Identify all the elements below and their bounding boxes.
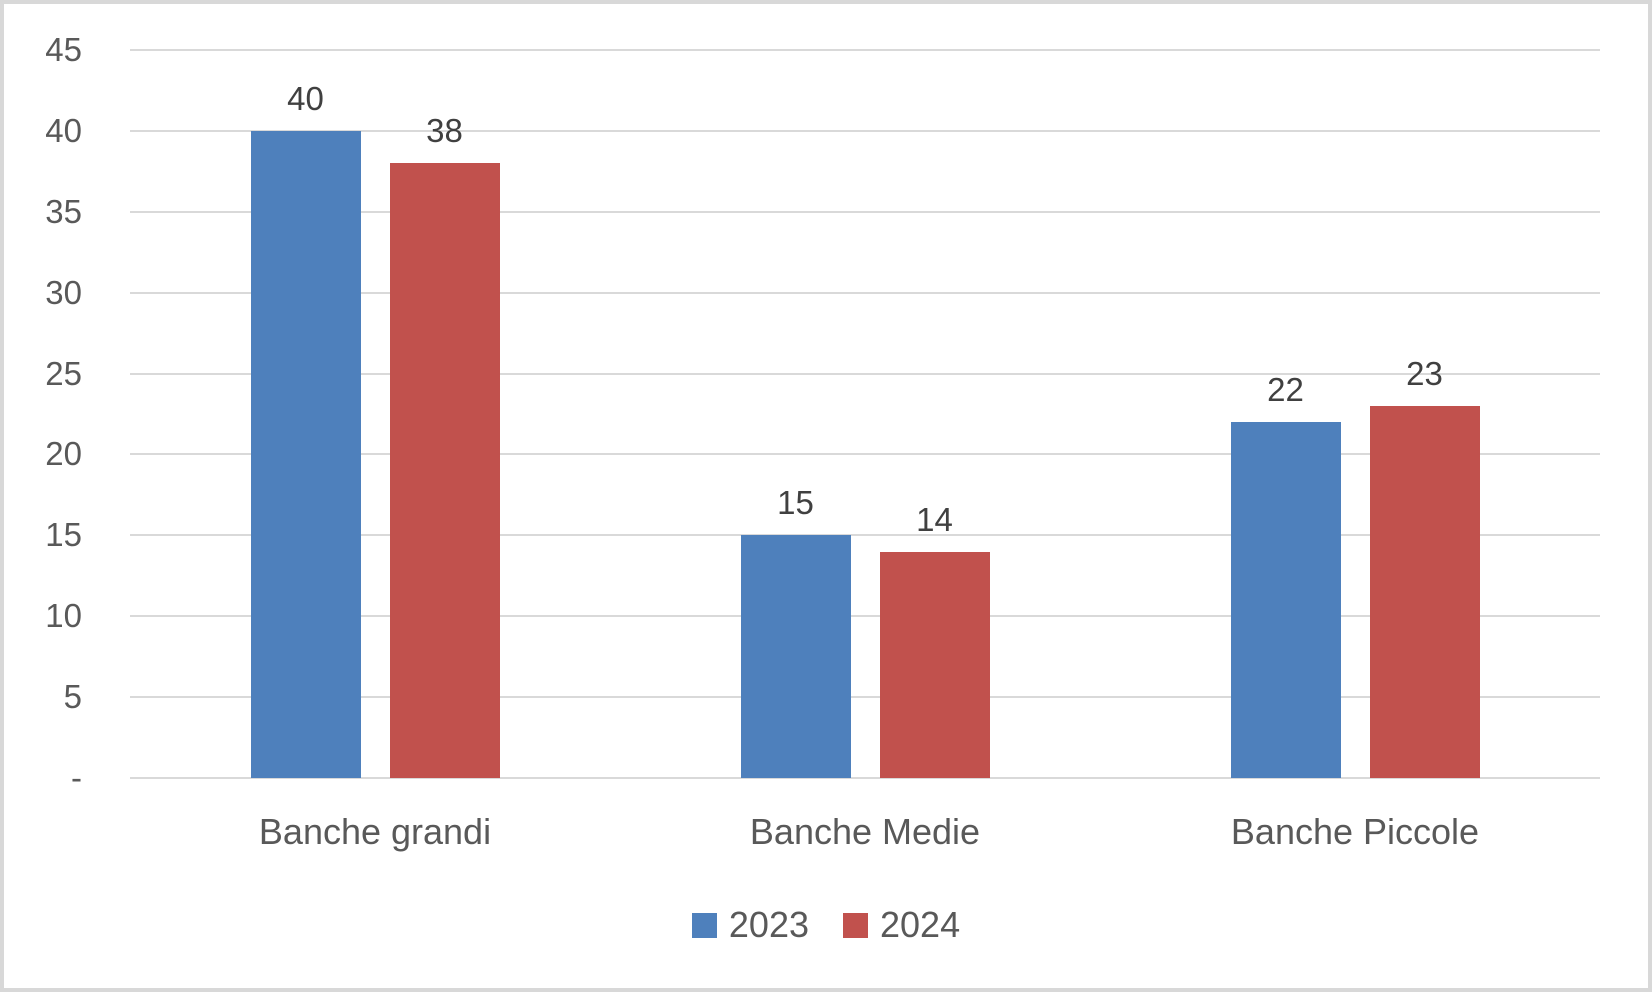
legend: 2023 2024 (0, 903, 1652, 947)
bar-2023-banche-medie[interactable] (740, 535, 851, 778)
y-gridline (130, 615, 1600, 618)
y-axis-tick-label: - (71, 759, 82, 796)
y-axis-tick-label: 10 (45, 597, 82, 635)
y-gridline (130, 129, 1600, 132)
y-gridline (130, 696, 1600, 699)
y-axis-tick-label: 40 (45, 111, 82, 149)
y-gridline (130, 291, 1600, 294)
bar-2023-banche-grandi[interactable] (250, 130, 361, 778)
x-category-label: Banche Piccole (1230, 811, 1480, 852)
legend-item-2023[interactable]: 2023 (691, 904, 809, 945)
x-category-label: Banche Medie (749, 811, 981, 852)
x-category-label: Banche grandi (258, 811, 492, 852)
legend-item-2024[interactable]: 2024 (843, 905, 960, 945)
y-gridline (130, 777, 1600, 779)
y-axis-tick-label: 5 (63, 678, 82, 716)
legend-label: 2023 (728, 904, 809, 945)
bar-value-label: 15 (777, 484, 814, 522)
y-gridline (130, 534, 1600, 537)
y-gridline (130, 210, 1600, 213)
y-gridline (130, 372, 1600, 375)
y-axis-tick-label: 35 (45, 192, 82, 230)
bar-value-label: 14 (916, 500, 953, 538)
bar-value-label: 22 (1267, 371, 1304, 409)
bar-2024-banche-piccole[interactable] (1369, 405, 1480, 778)
bar-value-label: 38 (426, 112, 463, 150)
y-axis-tick-label: 15 (45, 516, 82, 554)
bar-value-label: 23 (1406, 354, 1443, 392)
bar-value-label: 40 (287, 79, 324, 117)
bar-2024-banche-medie[interactable] (879, 551, 990, 778)
y-gridline (130, 49, 1600, 51)
bar-2023-banche-piccole[interactable] (1230, 422, 1341, 778)
y-axis-tick-label: 20 (45, 435, 82, 473)
y-axis-tick-label: 30 (45, 273, 82, 311)
y-axis-tick-label: 25 (45, 354, 82, 392)
legend-swatch-2023 (691, 912, 717, 938)
bar-2024-banche-grandi[interactable] (389, 163, 500, 778)
y-axis-tick-label: 45 (45, 31, 82, 68)
y-gridline (130, 453, 1600, 456)
legend-swatch-2024 (843, 912, 868, 938)
legend-label: 2024 (880, 904, 961, 945)
